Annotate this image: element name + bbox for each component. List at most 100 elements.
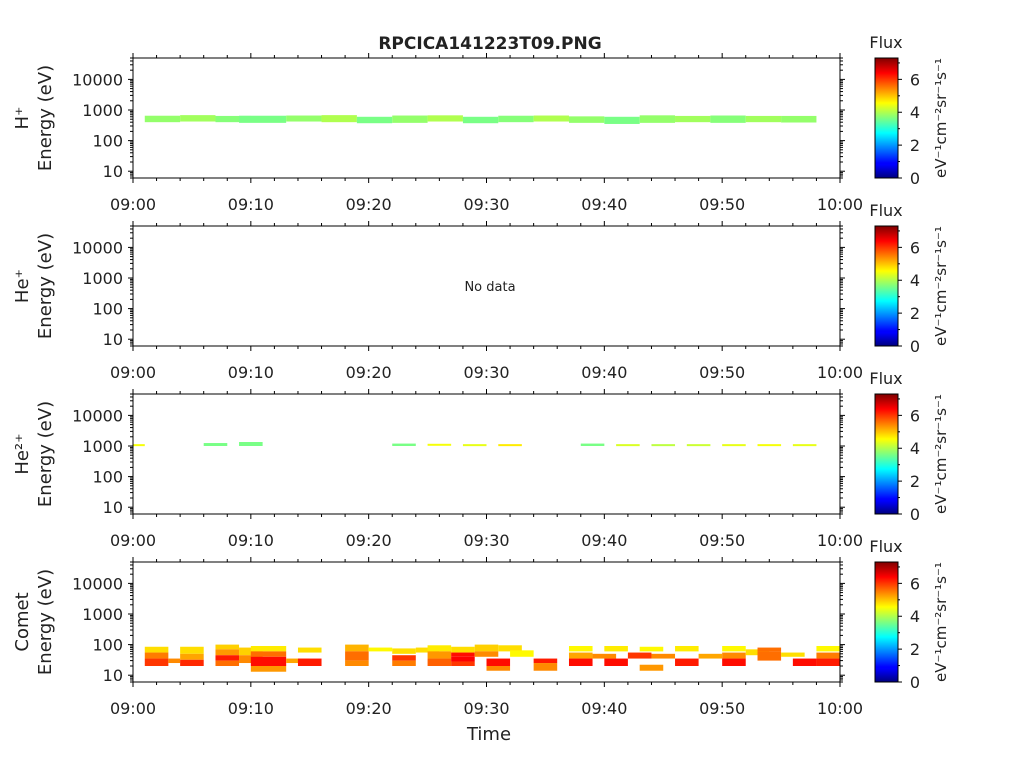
x-tick-label: 09:40 (581, 363, 627, 382)
y-tick-label: 10 (103, 162, 123, 181)
y-tick-label: 10000 (72, 406, 123, 425)
data-cell (144, 115, 181, 123)
colorbar-tick-label: 6 (910, 70, 920, 89)
species-label: H⁺ (12, 106, 33, 129)
data-cell (568, 652, 593, 659)
data-cell (356, 116, 393, 124)
data-cell (651, 653, 676, 659)
species-label: He⁺ (12, 269, 33, 303)
x-tick-label: 09:10 (228, 195, 274, 214)
data-cell (286, 115, 322, 122)
data-cell (675, 658, 699, 666)
data-cell (239, 115, 287, 123)
y-tick-label: 100 (92, 636, 123, 655)
data-cell (757, 651, 782, 661)
y-tick-label: 10000 (72, 238, 123, 257)
data-cell (816, 658, 840, 666)
data-cell (627, 652, 652, 659)
data-cell (451, 656, 475, 662)
data-cell (604, 646, 628, 652)
data-cell (792, 658, 817, 666)
data-cell (533, 663, 558, 671)
data-cell (498, 444, 522, 447)
data-cell (297, 647, 322, 653)
data-cell (215, 655, 240, 661)
x-tick-label: 09:30 (463, 363, 509, 382)
data-cell (486, 665, 511, 671)
data-cell (250, 665, 287, 672)
species-label: He²⁺ (12, 433, 33, 474)
colorbar-tick-label: 2 (910, 304, 920, 323)
data-cell (168, 658, 181, 664)
data-cell (722, 658, 746, 666)
data-cell (639, 115, 676, 123)
data-cell (710, 115, 746, 123)
data-cell (722, 652, 746, 659)
figure-title: RPCICA141223T09.PNG (378, 34, 601, 54)
colorbar (874, 561, 899, 683)
x-tick-label: 10:00 (817, 699, 863, 718)
data-cell (427, 658, 452, 666)
data-cell (345, 644, 369, 652)
data-cell (321, 115, 357, 123)
colorbar-tick-label: 0 (910, 337, 920, 356)
data-cell (698, 653, 723, 659)
data-cell (215, 644, 240, 650)
colorbar-tick-label: 4 (910, 607, 920, 626)
x-tick-label: 09:20 (346, 195, 392, 214)
x-tick-label: 09:40 (581, 699, 627, 718)
data-cell (568, 646, 593, 652)
data-cell (816, 646, 840, 652)
data-cell (345, 651, 369, 661)
x-tick-label: 09:20 (346, 531, 392, 550)
data-cell (616, 444, 640, 447)
data-cell (180, 115, 216, 122)
data-cell (451, 646, 475, 653)
colorbar-title: Flux (869, 537, 902, 556)
data-cell (462, 116, 499, 124)
x-tick-label: 09:00 (110, 363, 156, 382)
x-tick-label: 09:40 (581, 531, 627, 550)
data-cell (250, 651, 287, 657)
data-cell (427, 443, 452, 446)
data-cell (816, 652, 840, 659)
data-cell (297, 658, 322, 666)
colorbar-tick-label: 0 (910, 169, 920, 188)
x-tick-label: 09:50 (699, 195, 745, 214)
data-cell (745, 115, 782, 123)
data-cell (639, 664, 664, 671)
x-axis-label: Time (466, 724, 511, 745)
data-cell (498, 645, 522, 652)
data-cell (781, 652, 805, 657)
data-cell (604, 116, 640, 124)
y-tick-label: 100 (92, 468, 123, 487)
y-axis-label: Energy (eV) (35, 569, 56, 675)
data-cell (675, 115, 711, 123)
data-cell (757, 647, 782, 652)
data-cell (686, 444, 711, 447)
colorbar-tick-label: 0 (910, 673, 920, 692)
colorbar-tick-label: 4 (910, 103, 920, 122)
data-cell (203, 443, 228, 446)
y-tick-label: 10000 (72, 70, 123, 89)
y-tick-label: 10 (103, 498, 123, 517)
data-cell (368, 647, 393, 652)
colorbar-tick-label: 4 (910, 439, 920, 458)
data-cell (675, 646, 699, 652)
x-tick-label: 09:20 (346, 699, 392, 718)
data-cell (215, 115, 251, 123)
colorbar-unit-label: eV⁻¹cm⁻²sr⁻¹s⁻¹ (932, 58, 950, 178)
data-cell (144, 646, 169, 653)
plot-frame (132, 393, 841, 515)
y-tick-label: 1000 (82, 437, 123, 456)
x-tick-label: 10:00 (817, 363, 863, 382)
data-cell (722, 646, 746, 652)
panel-4: 10 100 1000 10000 09:00 09:10 09:20 09:30 09:40 0… (12, 537, 950, 718)
data-cell (392, 655, 416, 661)
data-cell (568, 116, 605, 123)
data-cell (250, 646, 287, 652)
data-cell (781, 115, 817, 123)
data-cell (474, 651, 499, 657)
data-cell (144, 658, 169, 666)
